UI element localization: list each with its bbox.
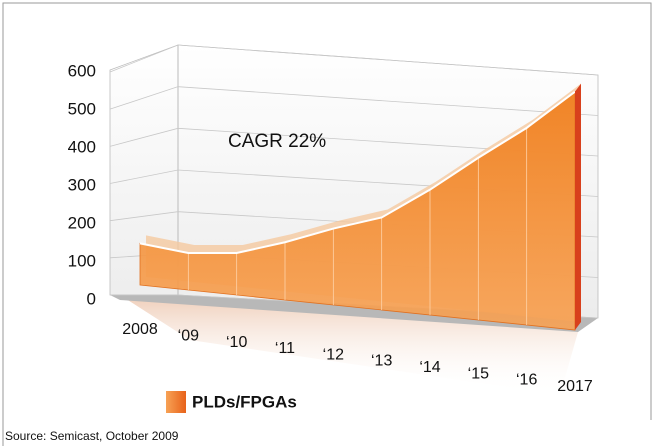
grid-line xyxy=(109,44,599,76)
x-tick-label: ‘14 xyxy=(419,359,440,376)
y-tick-label: 500 xyxy=(68,99,96,118)
y-tick-label: 600 xyxy=(68,61,96,80)
y-tick-label: 100 xyxy=(68,251,96,270)
source: Source: Semicast, October 2009 xyxy=(5,429,179,443)
area-side xyxy=(575,83,581,331)
x-tick-label: ‘09 xyxy=(178,328,199,345)
x-tick-label: ‘10 xyxy=(226,334,247,351)
grid-line xyxy=(109,127,599,157)
floor-shadow xyxy=(120,295,578,395)
x-tick-label: 2017 xyxy=(557,378,593,395)
legend-label: PLDs/FPGAs xyxy=(192,392,297,411)
x-tick-label: ‘13 xyxy=(371,353,392,370)
annotation: CAGR 22% xyxy=(228,131,326,152)
legend-swatch xyxy=(166,391,186,413)
y-tick-label: 0 xyxy=(87,289,96,308)
x-tick-label: ‘12 xyxy=(323,346,344,363)
y-tick-label: 400 xyxy=(68,137,96,156)
floor xyxy=(110,295,598,332)
area-edge xyxy=(139,90,576,254)
y-tick-label: 300 xyxy=(68,175,96,194)
x-tick-label: ‘15 xyxy=(468,365,489,382)
x-tick-label: 2008 xyxy=(122,321,158,338)
x-tick-label: ‘16 xyxy=(516,372,537,389)
x-tick-label: ‘11 xyxy=(275,340,295,357)
grid-line xyxy=(109,86,599,116)
y-tick-label: 200 xyxy=(68,213,96,232)
